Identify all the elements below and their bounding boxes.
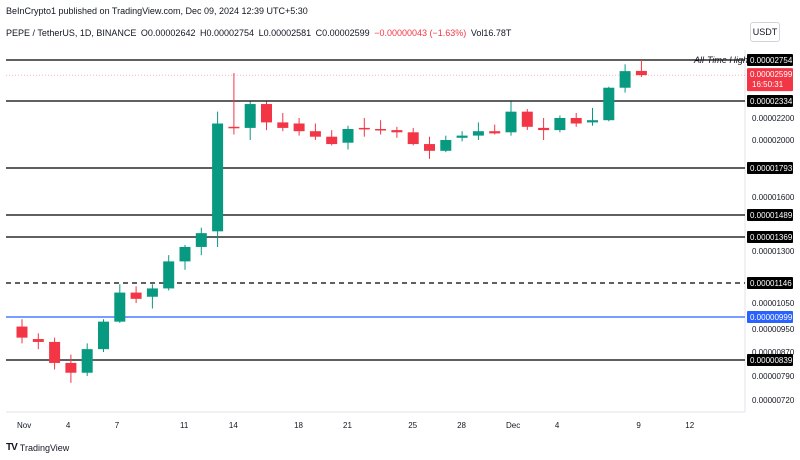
y-tick-label: 0.00001600 xyxy=(752,193,795,202)
current-price-label-bg xyxy=(747,68,793,92)
publisher-line: BeInCrypto1 published on TradingView.com… xyxy=(6,6,308,16)
x-tick-label: 4 xyxy=(555,421,560,430)
candle-up xyxy=(342,129,354,143)
candle-up xyxy=(81,349,93,373)
x-tick-label: 14 xyxy=(229,421,238,430)
candle-up xyxy=(179,246,191,262)
x-tick-label: Dec xyxy=(506,421,520,430)
level-label: 0.00002754 xyxy=(750,56,793,65)
y-tick-label: 0.00000720 xyxy=(752,396,795,405)
x-tick-label: 4 xyxy=(66,421,71,430)
x-tick-label: 7 xyxy=(115,421,120,430)
candle-down xyxy=(489,131,501,134)
candle-up xyxy=(212,123,224,232)
y-tick-label: 0.00000790 xyxy=(752,372,795,381)
candle-up xyxy=(619,71,631,88)
candle-up xyxy=(163,261,175,289)
level-label: 0.00002334 xyxy=(750,97,793,106)
open-value: O0.00002642 xyxy=(140,28,196,38)
level-label: 0.00001146 xyxy=(750,279,792,288)
candle-down xyxy=(375,129,387,131)
candle-up xyxy=(195,233,207,247)
change-value: −0.00000043 (−1.63%) xyxy=(374,28,467,38)
tradingview-footer: TV TradingView xyxy=(6,442,69,453)
candle-up xyxy=(603,87,615,121)
candle-down xyxy=(228,126,240,129)
level-label-bg xyxy=(747,162,793,174)
currency-button[interactable]: USDT xyxy=(750,22,780,42)
current-price-label: 0.00002599 xyxy=(750,70,793,79)
tradingview-logo-icon: TV xyxy=(6,442,18,453)
level-label: 0.00000999 xyxy=(750,313,793,322)
candle-up xyxy=(440,140,452,151)
candle-up xyxy=(114,292,126,322)
y-tick-label: 0.00002200 xyxy=(752,114,795,123)
x-tick-label: 11 xyxy=(180,421,189,430)
ohlc-legend: PEPE / TetherUS, 1D, BINANCE O0.00002642… xyxy=(6,28,513,38)
candle-down xyxy=(391,130,403,133)
candle-up xyxy=(98,321,109,350)
candle-down xyxy=(65,362,77,373)
candle-down xyxy=(326,136,338,145)
level-label: 0.00001489 xyxy=(750,211,793,220)
x-tick-label: 18 xyxy=(294,421,303,430)
countdown-label: 16:50:31 xyxy=(752,80,784,89)
level-label-bg xyxy=(747,231,793,243)
candle-down xyxy=(277,122,289,128)
close-value: C0.00002599 xyxy=(315,28,370,38)
x-tick-label: Nov xyxy=(17,421,31,430)
x-tick-label: 25 xyxy=(408,421,417,430)
y-tick-label: 0.00001300 xyxy=(752,247,795,256)
y-tick-label: 0.00000950 xyxy=(752,325,795,334)
candle-up xyxy=(505,111,517,133)
candle-down xyxy=(130,292,142,299)
ath-annotation: All-Time High xyxy=(693,55,748,65)
candle-up xyxy=(472,131,484,136)
candle-down xyxy=(538,127,550,131)
high-value: H0.00002754 xyxy=(199,28,255,38)
level-label: 0.00000839 xyxy=(750,356,793,365)
candle-down xyxy=(49,341,61,363)
level-label-bg xyxy=(747,277,793,289)
brand-label: TradingView xyxy=(19,442,70,453)
candle-down xyxy=(32,339,44,342)
candle-up xyxy=(456,135,468,138)
candle-down xyxy=(635,70,647,76)
y-tick-label: 0.00000870 xyxy=(752,348,795,357)
x-tick-label: 9 xyxy=(636,421,641,430)
candle-up xyxy=(244,104,256,128)
candle-down xyxy=(358,127,370,130)
candle-up xyxy=(587,120,598,123)
level-label: 0.00001369 xyxy=(750,233,793,242)
candle-down xyxy=(407,132,419,145)
level-label-bg xyxy=(747,209,793,221)
y-tick-label: 0.00002000 xyxy=(752,136,795,145)
y-tick-label: 0.00001050 xyxy=(752,299,795,308)
x-tick-label: 21 xyxy=(343,421,352,430)
low-value: L0.00002581 xyxy=(258,28,312,38)
candle-down xyxy=(16,326,28,338)
level-label: 0.00001793 xyxy=(750,164,793,173)
candle-down xyxy=(309,131,321,137)
symbol-label: PEPE / TetherUS, 1D, BINANCE xyxy=(6,28,137,38)
candle-down xyxy=(293,123,305,132)
candle-down xyxy=(521,111,533,127)
volume-value: Vol16.78T xyxy=(470,28,512,38)
candle-down xyxy=(570,118,582,124)
level-label-bg xyxy=(747,95,793,107)
candle-down xyxy=(261,104,272,123)
x-tick-label: 28 xyxy=(457,421,466,430)
level-label-bg xyxy=(747,311,793,323)
x-tick-label: 12 xyxy=(685,421,694,430)
candle-up xyxy=(146,288,158,297)
candle-down xyxy=(424,144,435,151)
level-label-bg xyxy=(747,54,793,66)
candle-up xyxy=(554,118,566,131)
level-label-bg xyxy=(747,354,793,366)
